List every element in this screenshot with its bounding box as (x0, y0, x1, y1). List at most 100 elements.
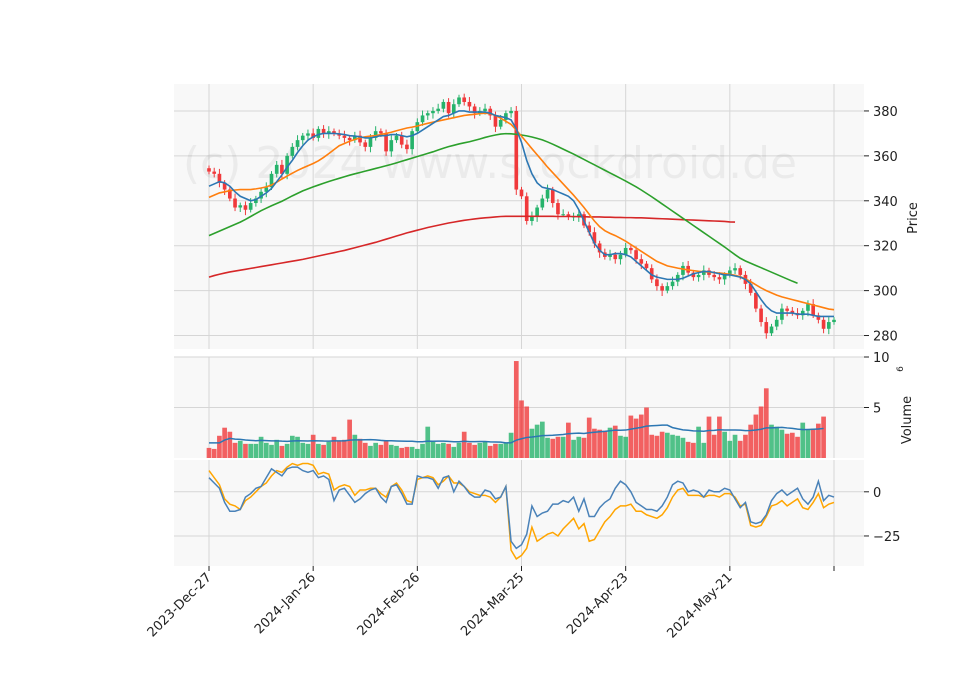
candle-body-6 (238, 205, 243, 208)
x-tick-label-0: 2023-Dec-27 (145, 570, 215, 640)
volume-bar-76 (602, 430, 608, 458)
volume-bar-11 (263, 442, 269, 458)
volume-bar-95 (701, 442, 707, 458)
candle-body-32 (373, 131, 378, 138)
volume-bar-44 (435, 443, 441, 458)
candle-body-64 (540, 198, 545, 208)
candle-body-89 (670, 281, 675, 287)
price-y-tick-label-2: 320 (873, 240, 898, 255)
volume-y-tick-label-0: 5 (873, 402, 881, 417)
volume-bar-115 (805, 429, 811, 458)
volume-bar-6 (237, 440, 243, 458)
candle-body-46 (446, 101, 451, 114)
candle-body-79 (618, 254, 623, 260)
candle-body-1 (212, 171, 217, 174)
volume-bar-53 (482, 441, 488, 458)
volume-average-line (209, 424, 824, 444)
candle-body-91 (681, 265, 685, 275)
volume-bar-111 (784, 433, 790, 458)
volume-bar-31 (368, 445, 373, 458)
volume-bar-84 (644, 407, 649, 458)
volume-bars (206, 361, 826, 458)
volume-bar-117 (816, 423, 821, 458)
candle-body-36 (394, 135, 399, 141)
volume-bar-26 (342, 439, 347, 458)
candle-body-15 (285, 155, 289, 174)
candle-body-37 (399, 135, 404, 145)
candle-body-41 (420, 115, 425, 123)
candle-body-67 (556, 203, 560, 215)
candle-body-62 (530, 216, 534, 221)
volume-bar-113 (795, 436, 800, 458)
volume-bar-55 (493, 443, 498, 458)
volume-bar-1 (211, 448, 217, 458)
volume-bar-96 (706, 416, 712, 458)
candle-body-56 (498, 119, 503, 127)
candle-body-18 (300, 135, 305, 141)
candle-body-104 (748, 283, 753, 293)
candle-body-61 (524, 196, 529, 221)
candle-body-117 (816, 315, 821, 320)
volume-bar-30 (362, 442, 368, 458)
oscillator-lines (208, 462, 835, 560)
price-y-tick-label-1: 300 (873, 285, 898, 300)
candle-body-21 (316, 128, 321, 138)
volume-bar-18 (300, 442, 306, 458)
price-y-tick-label-5: 380 (873, 105, 898, 120)
candle-body-68 (561, 214, 565, 216)
moving-average-lines (208, 110, 835, 318)
x-tick-label-4: 2024-Apr-23 (564, 570, 631, 637)
volume-bar-4 (227, 431, 233, 458)
candle-body-94 (696, 274, 701, 278)
volume-bar-47 (451, 446, 457, 458)
volume-bar-48 (456, 442, 462, 458)
volume-bar-63 (534, 424, 540, 458)
volume-bar-58 (508, 432, 514, 458)
candle-body-4 (228, 189, 232, 199)
volume-bar-118 (821, 416, 826, 458)
volume-y-tick-label-1: 10 (873, 351, 890, 366)
candle-body-95 (701, 270, 706, 275)
candle-body-26 (342, 135, 347, 138)
volume-bar-46 (446, 443, 451, 458)
volume-bar-37 (399, 447, 405, 458)
candle-body-80 (623, 247, 628, 255)
price-y-tick-label-4: 360 (873, 150, 898, 165)
oscillator-y-tick-label-1: −25 (873, 530, 900, 545)
volume-bar-29 (357, 438, 363, 458)
volume-bar-7 (243, 443, 248, 458)
volume-bar-67 (555, 436, 561, 458)
candle-body-49 (462, 97, 467, 102)
candle-body-65 (545, 189, 550, 199)
volume-bar-108 (769, 424, 774, 458)
candle-body-54 (488, 108, 493, 116)
candle-body-82 (634, 250, 638, 260)
volume-bar-103 (743, 434, 748, 458)
volume-bar-39 (409, 446, 415, 458)
volume-bar-69 (566, 422, 571, 458)
volume-axis-label: Volume (900, 396, 915, 444)
volume-bar-99 (722, 431, 727, 458)
volume-bar-71 (576, 436, 582, 458)
candle-body-44 (436, 108, 440, 111)
candle-body-106 (759, 308, 763, 323)
volume-bar-19 (305, 443, 311, 458)
volume-bar-85 (649, 434, 655, 458)
candle-body-23 (326, 131, 331, 134)
candle-body-19 (306, 133, 310, 136)
candle-body-115 (806, 304, 810, 311)
moving-average-red-line (208, 215, 736, 278)
volume-bar-34 (383, 440, 389, 458)
volume-bar-13 (274, 439, 280, 458)
volume-bar-51 (472, 444, 477, 458)
candle-body-2 (217, 173, 222, 183)
volume-bar-40 (414, 448, 420, 458)
volume-bar-36 (394, 445, 399, 458)
volume-bar-98 (717, 416, 722, 458)
candle-body-5 (233, 198, 237, 208)
candle-body-110 (780, 308, 784, 320)
volume-bar-94 (696, 426, 701, 458)
volume-bar-116 (810, 428, 816, 458)
volume-bar-78 (612, 425, 618, 458)
